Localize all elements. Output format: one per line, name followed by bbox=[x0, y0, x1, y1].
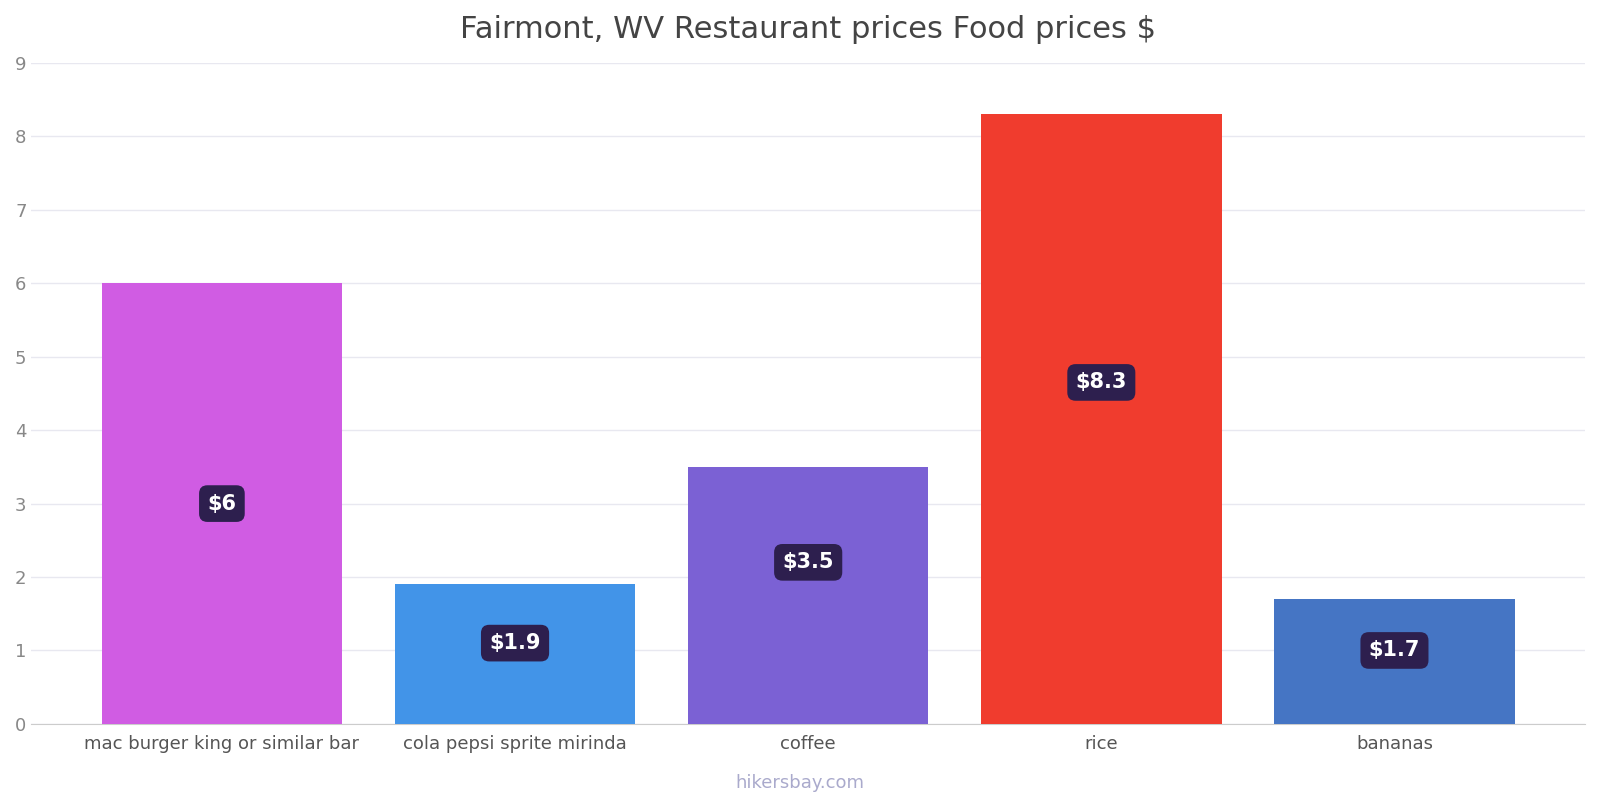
Text: $6: $6 bbox=[208, 494, 237, 514]
Bar bbox=[102, 283, 342, 724]
Text: $1.7: $1.7 bbox=[1368, 641, 1421, 661]
Text: $3.5: $3.5 bbox=[782, 552, 834, 572]
Title: Fairmont, WV Restaurant prices Food prices $: Fairmont, WV Restaurant prices Food pric… bbox=[461, 15, 1157, 44]
Bar bbox=[1274, 599, 1515, 724]
Bar bbox=[981, 114, 1221, 724]
Bar bbox=[395, 584, 635, 724]
Text: $8.3: $8.3 bbox=[1075, 373, 1126, 393]
Text: hikersbay.com: hikersbay.com bbox=[736, 774, 864, 792]
Bar bbox=[688, 467, 928, 724]
Text: $1.9: $1.9 bbox=[490, 633, 541, 653]
